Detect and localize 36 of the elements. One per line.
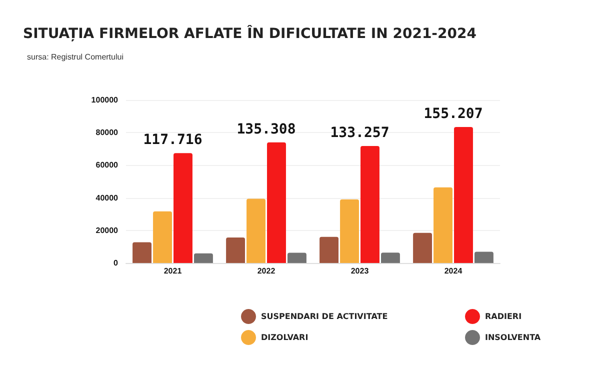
y-tick-label: 100000 (91, 96, 119, 104)
y-tick-label: 80000 (96, 128, 119, 138)
bar (246, 198, 266, 263)
bar (413, 232, 432, 263)
bar (174, 153, 192, 263)
bar (153, 211, 172, 263)
legend-label: RADIERI (485, 312, 522, 321)
y-tick-label: 60000 (96, 160, 119, 170)
chart-title: SITUAȚIA FIRMELOR AFLATE ÎN DIFICULTATE IN 2021-2024 (23, 25, 477, 42)
total-label: 133.257 (330, 124, 390, 141)
bar (132, 242, 152, 263)
y-tick-label: 0 (114, 258, 119, 268)
bar (287, 252, 306, 263)
bar (194, 253, 213, 263)
y-tick-label: 40000 (96, 193, 119, 202)
x-tick-label: 2024 (444, 266, 463, 276)
total-label: 117.716 (143, 132, 202, 148)
bar (267, 142, 286, 263)
bar (320, 236, 339, 263)
total-label: 155.207 (424, 106, 483, 122)
legend-label: INSOLVENTA (485, 333, 542, 342)
y-tick-label: 20000 (96, 226, 119, 235)
bar (454, 127, 473, 263)
bar (340, 199, 359, 263)
text: sursa: Registrul Comertului (27, 52, 124, 62)
bar (226, 238, 246, 263)
bar (380, 252, 400, 263)
bar (474, 252, 494, 263)
bar (434, 187, 452, 263)
x-tick-label: 2021 (164, 266, 182, 276)
x-tick-label: 2023 (350, 266, 370, 276)
total-label: 135.308 (236, 121, 296, 138)
legend-label: SUSPENDARI DE ACTIVITATE (261, 312, 388, 321)
legend-label: DIZOLVARI (261, 333, 308, 342)
bar (360, 146, 380, 263)
x-tick-label: 2022 (257, 266, 276, 276)
